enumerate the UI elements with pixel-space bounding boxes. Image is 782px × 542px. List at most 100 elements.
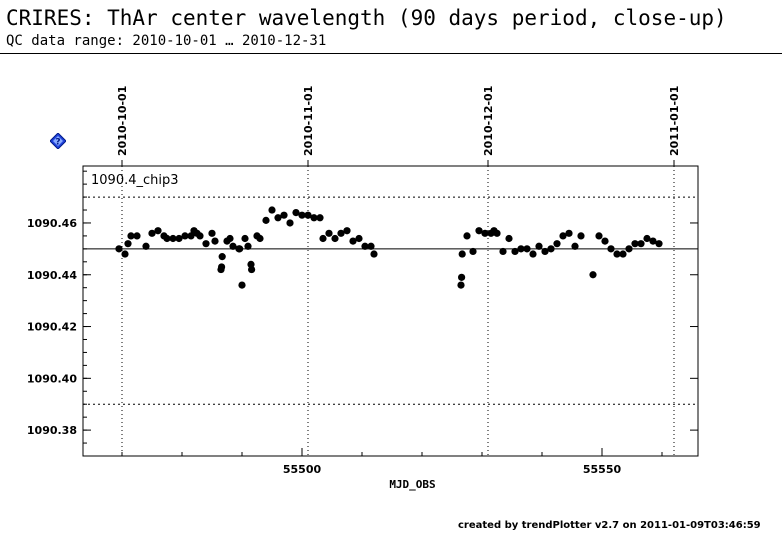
- data-point: [248, 265, 256, 274]
- date-marker-label: 2011-01-01: [668, 86, 681, 156]
- data-point: [304, 211, 312, 219]
- plot-frame: [82, 165, 699, 457]
- y-tick-label: 1090.46: [27, 217, 77, 230]
- date-marker-label: 2010-12-01: [482, 86, 495, 156]
- data-point: [481, 229, 489, 237]
- data-point: [529, 250, 537, 258]
- data-point: [475, 227, 483, 235]
- data-point: [325, 229, 333, 237]
- panel-label: 1090.4_chip3: [91, 173, 179, 188]
- data-point: [523, 245, 531, 253]
- y-tick-label: 1090.42: [27, 321, 77, 334]
- data-point: [298, 211, 306, 219]
- data-point: [121, 250, 129, 258]
- data-point: [553, 240, 561, 248]
- help-diamond-icon[interactable]: ?: [50, 133, 66, 149]
- date-markers: 2010-10-01 2010-11-01 2010-12-01 2011-01-01: [116, 86, 681, 456]
- data-point: [577, 232, 585, 240]
- chart-subtitle: QC data range: 2010-10-01 … 2010-12-31: [6, 33, 327, 49]
- data-point: [124, 240, 132, 248]
- data-point: [547, 245, 555, 253]
- data-point: [643, 234, 651, 243]
- data-point: [457, 281, 465, 289]
- data-point: [361, 242, 369, 250]
- data-point: [625, 245, 633, 253]
- data-point: [370, 250, 378, 258]
- data-point: [208, 229, 216, 237]
- threshold-lines: [83, 196, 698, 405]
- x-tick-label: 55500: [283, 463, 322, 476]
- data-point: [355, 234, 363, 243]
- data-point: [637, 240, 645, 248]
- data-point: [218, 253, 226, 261]
- data-point: [458, 250, 466, 258]
- data-point: [511, 247, 519, 256]
- data-point: [169, 234, 177, 243]
- data-point: [236, 245, 244, 253]
- data-point: [571, 242, 579, 250]
- data-point: [256, 234, 264, 243]
- data-point: [241, 234, 249, 243]
- y-tick-label: 1090.38: [27, 424, 77, 437]
- data-point: [163, 234, 171, 243]
- x-axis-title: MJD_OBS: [389, 478, 435, 491]
- date-marker-label: 2010-11-01: [302, 86, 315, 156]
- data-point: [218, 263, 226, 271]
- data-point: [331, 234, 339, 243]
- data-point: [280, 211, 288, 219]
- data-point: [458, 273, 466, 281]
- data-point: [226, 234, 234, 243]
- data-point: [505, 234, 513, 243]
- data-point: [319, 234, 327, 243]
- data-point: [469, 247, 477, 256]
- data-point: [499, 247, 507, 256]
- data-point: [517, 245, 525, 253]
- data-point: [310, 214, 318, 222]
- data-point: [649, 237, 657, 245]
- data-point: [262, 216, 270, 224]
- data-point: [286, 219, 294, 227]
- data-point: [292, 209, 300, 217]
- data-point: [181, 232, 189, 240]
- data-point: [202, 240, 210, 248]
- data-point: [601, 237, 609, 245]
- data-point: [316, 214, 324, 222]
- data-point: [142, 242, 150, 250]
- data-point: [274, 214, 282, 222]
- x-tick-label: 55550: [583, 463, 622, 476]
- data-point: [619, 250, 627, 258]
- x-axis: 55500 55550: [121, 448, 663, 476]
- data-point: [127, 232, 135, 240]
- data-point: [613, 250, 621, 258]
- data-point: [238, 281, 246, 289]
- date-marker-label: 2010-10-01: [116, 86, 129, 156]
- header-divider: [0, 53, 782, 54]
- data-point: [115, 245, 123, 253]
- svg-text:?: ?: [55, 138, 60, 148]
- y-tick-label: 1090.40: [27, 372, 77, 385]
- data-point: [268, 206, 276, 214]
- y-axis: 1090.38 1090.40 1090.42 1090.44 1090.46: [27, 170, 698, 457]
- data-point: [607, 245, 615, 253]
- data-point: [589, 271, 597, 279]
- data-point: [493, 229, 501, 237]
- y-tick-label: 1090.44: [27, 269, 77, 282]
- data-point: [229, 242, 237, 250]
- footer-credit: created by trendPlotter v2.7 on 2011-01-…: [458, 520, 761, 531]
- data-point: [655, 240, 663, 248]
- data-point: [148, 229, 156, 237]
- data-point: [541, 247, 549, 256]
- data-point: [154, 227, 162, 235]
- data-point: [196, 232, 204, 240]
- data-point: [631, 240, 639, 248]
- data-point: [559, 232, 567, 240]
- data-point: [595, 232, 603, 240]
- data-point: [337, 229, 345, 237]
- data-point: [244, 242, 252, 250]
- data-point: [463, 232, 471, 240]
- data-point: [349, 237, 357, 245]
- data-point: [367, 242, 375, 250]
- data-point: [535, 242, 543, 250]
- data-point: [211, 237, 219, 245]
